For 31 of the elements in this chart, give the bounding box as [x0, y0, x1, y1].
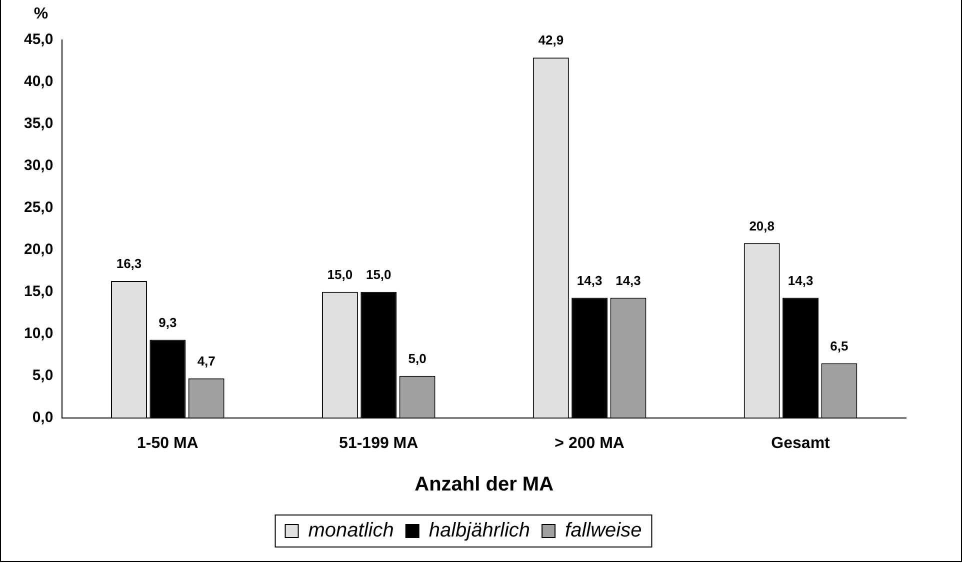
data-label: 15,0	[366, 266, 392, 282]
data-label: 4,7	[197, 353, 216, 368]
legend-label: halbjährlich	[428, 520, 530, 542]
y-tick-label: 0,0	[32, 408, 54, 426]
x-tick-label: 1-50 MA	[136, 434, 199, 452]
data-label: 9,3	[158, 314, 177, 330]
y-tick-label: 35,0	[24, 115, 54, 132]
data-label: 5,0	[408, 350, 426, 366]
data-label: 14,3	[576, 272, 602, 288]
y-axis-title: %	[34, 5, 48, 22]
y-tick-label: 15,0	[24, 283, 54, 300]
y-tick-label: 10,0	[24, 324, 54, 342]
data-label: 14,3	[788, 272, 814, 288]
data-label: 16,3	[116, 256, 142, 272]
x-tick-label: > 200 MA	[554, 434, 625, 452]
y-tick-label: 45,0	[24, 31, 54, 48]
legend-label: fallweise	[565, 520, 642, 542]
y-tick-label: 25,0	[24, 199, 54, 216]
data-label: 15,0	[327, 266, 353, 282]
y-tick-label: 20,0	[24, 241, 54, 258]
data-label: 14,3	[616, 272, 641, 288]
legend-label: monatlich	[308, 520, 394, 542]
x-axis-title: Anzahl der MA	[414, 474, 554, 496]
y-tick-label: 40,0	[24, 73, 54, 90]
x-tick-label: 51-199 MA	[339, 434, 419, 452]
y-tick-label: 30,0	[24, 157, 54, 174]
x-tick-label: Gesamt	[771, 434, 831, 452]
data-label: 20,8	[749, 218, 775, 234]
data-label: 42,9	[538, 32, 564, 48]
data-label: 6,5	[830, 338, 848, 354]
y-tick-label: 5,0	[32, 366, 54, 384]
